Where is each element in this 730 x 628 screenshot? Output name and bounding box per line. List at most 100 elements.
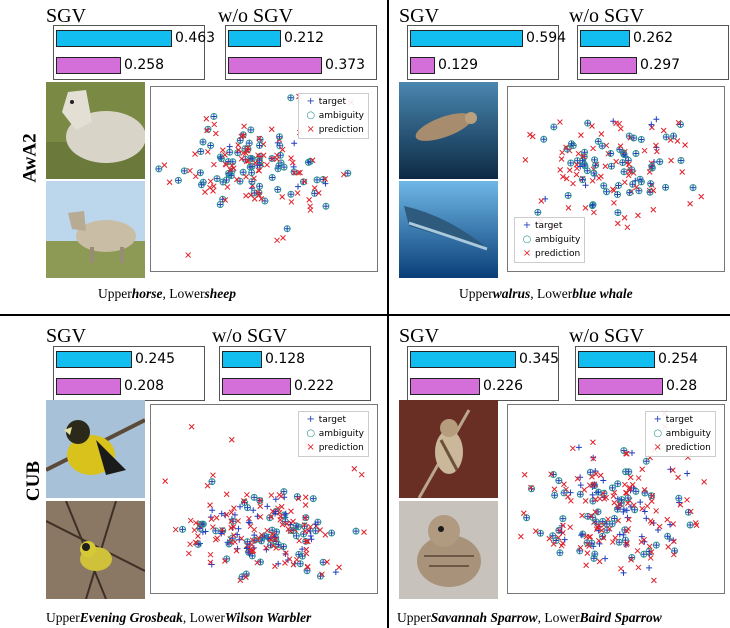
prediction-point (588, 513, 594, 519)
prediction-point (602, 163, 609, 170)
prediction-point (587, 533, 594, 540)
ambiguity-point (592, 518, 600, 526)
target-point (196, 525, 203, 532)
target-point (237, 503, 244, 510)
prediction-point (687, 508, 694, 515)
prediction-point (653, 142, 659, 149)
target-point (675, 495, 682, 502)
target-point (256, 142, 263, 149)
prediction-point (618, 565, 624, 572)
prediction-point (268, 492, 275, 499)
target-point (609, 484, 616, 491)
ambiguity-point (304, 158, 312, 166)
ambiguity-point (590, 554, 598, 562)
prediction-point (649, 124, 655, 131)
prediction-point (230, 165, 237, 172)
prediction-point (623, 490, 630, 496)
ambiguity-point (223, 555, 231, 563)
prediction-point (227, 167, 234, 173)
target-point (198, 181, 205, 188)
prediction-point (561, 481, 567, 488)
ambiguity-point (194, 540, 202, 548)
ambiguity-point (569, 142, 577, 150)
prediction-point (306, 197, 313, 203)
target-point (623, 507, 630, 514)
prediction-point (195, 533, 201, 539)
ambiguity-point (197, 148, 205, 156)
target-point (640, 551, 647, 558)
prediction-point (248, 541, 255, 548)
prediction-point (614, 220, 621, 227)
prediction-point (582, 205, 589, 211)
prediction-point (631, 502, 637, 508)
target-point (295, 183, 302, 190)
prediction-point (279, 146, 286, 153)
ambiguity-point (583, 539, 591, 547)
prediction-point (521, 471, 528, 478)
ambiguity-point (314, 518, 322, 526)
prediction-point (274, 156, 280, 163)
prediction-point (222, 152, 228, 158)
prediction-point (639, 505, 646, 512)
ambiguity-point (298, 552, 306, 560)
target-point (200, 521, 207, 528)
prediction-point (596, 558, 603, 565)
target-point (584, 120, 591, 127)
legend-prediction: prediction (535, 249, 581, 259)
ambiguity-point (590, 169, 598, 177)
target-point (217, 201, 224, 208)
sgv-title: SGV (46, 325, 87, 347)
prediction-point (278, 493, 284, 500)
target-point (275, 560, 282, 567)
prediction-point (301, 522, 308, 528)
prediction-point (219, 147, 226, 153)
bar-value: 0.463 (175, 30, 216, 46)
prediction-point (238, 133, 245, 140)
prediction-point (284, 521, 290, 527)
target-point (261, 198, 268, 205)
target-point (281, 164, 288, 171)
ambiguity-point (647, 180, 655, 188)
prediction-point (295, 495, 302, 502)
bar-value: 0.129 (438, 57, 479, 73)
ambiguity-point (556, 549, 564, 557)
prediction-point (568, 497, 574, 504)
target-point (297, 560, 304, 567)
ambiguity-point (174, 176, 182, 184)
ambiguity-point (600, 182, 608, 190)
ambiguity-point (551, 491, 559, 499)
bar-value: 0.297 (640, 57, 681, 73)
plus-icon: + (306, 96, 315, 107)
target-point (582, 182, 589, 189)
prediction-point (555, 534, 562, 541)
prediction-point (274, 237, 280, 244)
target-point (553, 537, 560, 544)
prediction-point (597, 472, 604, 479)
prediction-point (660, 127, 667, 134)
target-point (608, 163, 615, 170)
bar-value: 0.258 (124, 57, 165, 73)
plus-icon: + (306, 414, 315, 425)
prediction-point (589, 177, 596, 184)
prediction-point (234, 176, 240, 183)
prediction-point (294, 190, 301, 196)
target-point (197, 148, 204, 155)
ambiguity-point (652, 541, 660, 549)
prediction-point (241, 123, 247, 130)
prediction-point (654, 148, 660, 155)
prediction-point (243, 192, 249, 199)
target-point (620, 447, 627, 454)
target-point (197, 169, 204, 176)
bar-ambiguity (222, 378, 291, 395)
ambiguity-point (292, 532, 300, 540)
target-point (280, 543, 287, 550)
prediction-point (322, 531, 329, 538)
prediction-point (193, 519, 199, 526)
prediction-point (595, 522, 602, 529)
prediction-point (579, 512, 585, 519)
prediction-point (204, 127, 210, 134)
ambiguity-point (248, 178, 256, 186)
ambiguity-point (199, 520, 207, 528)
sgv-title: SGV (399, 5, 440, 27)
ambiguity-point (689, 184, 697, 192)
